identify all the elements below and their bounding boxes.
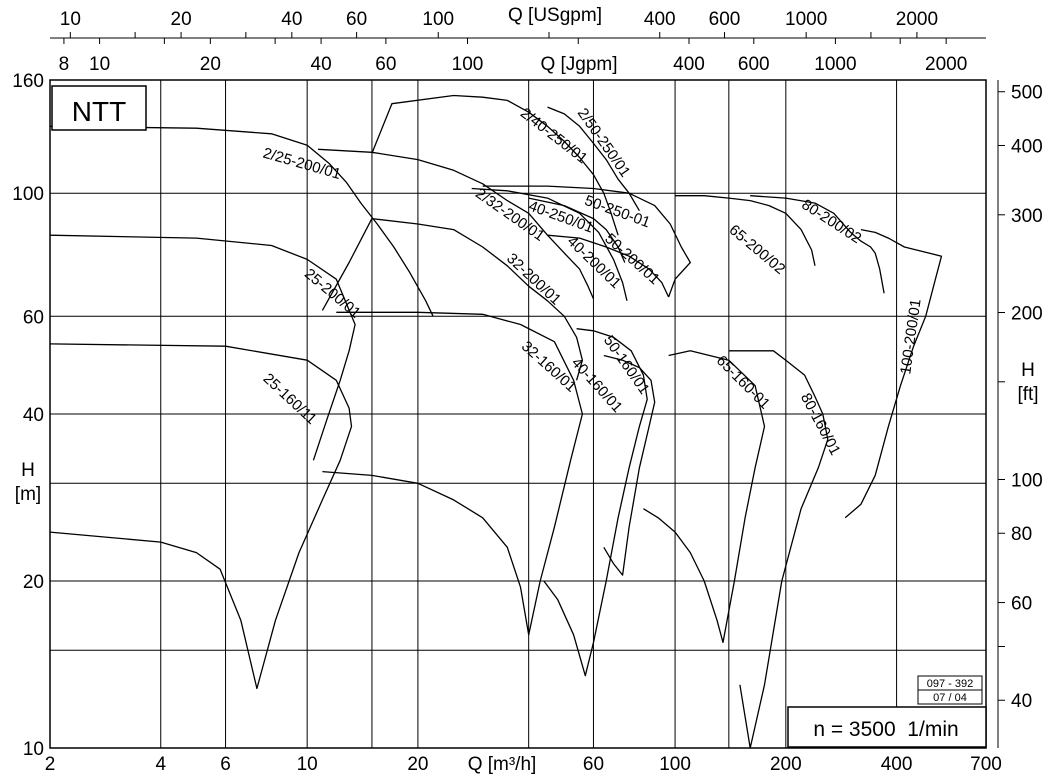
top-usgpm-tick-label: 60 (346, 9, 367, 30)
y-right-tick-label: 100 (1011, 470, 1043, 491)
top-usgpm-axis-label: Q [USgpm] (508, 5, 602, 26)
curve-label: 80-200/02 (798, 196, 864, 247)
pump-curve-50-200-01 (547, 234, 670, 298)
top-jgpm-tick-label: 8 (59, 54, 70, 75)
pump-curve-32-200-01 (321, 217, 584, 381)
pump-curve-100-200-01 (844, 228, 943, 519)
pump-curves-layer (49, 94, 943, 749)
curve-label: 100-200/01 (897, 298, 924, 376)
y-left-tick-label: 10 (23, 739, 44, 760)
y-right-tick-label: 200 (1011, 303, 1043, 324)
top-jgpm-tick-label: 40 (311, 54, 332, 75)
pump-curve-50-250-01 (482, 185, 691, 298)
x-tick-label: 4 (155, 754, 166, 775)
top-jgpm-axis-label: Q [Jgpm] (540, 54, 617, 75)
pump-curve-2-50-250-01 (547, 106, 640, 212)
y-left-axis-unit: [m] (15, 484, 41, 505)
y-right-axis-label: H (1021, 360, 1035, 381)
pump-curve-32-160-01 (322, 311, 584, 636)
curve-label: 25-200/01 (301, 265, 364, 321)
curve-label: 2/50-250/01 (574, 105, 634, 180)
top-jgpm-tick-label: 2000 (925, 54, 967, 75)
x-tick-label: 400 (881, 754, 913, 775)
pump-curve-65-200-02 (675, 195, 816, 266)
curve-label: 65-160-01 (713, 352, 773, 412)
y-left-tick-label: 160 (12, 71, 44, 92)
grid-layer (49, 79, 987, 749)
y-right-tick-label: 60 (1011, 594, 1032, 615)
top-usgpm-tick-label: 20 (171, 9, 192, 30)
top-jgpm-tick-label: 1000 (814, 54, 856, 75)
y-left-tick-label: 40 (23, 405, 44, 426)
top-jgpm-tick-label: 20 (200, 54, 221, 75)
y-right-axis-unit: [ft] (1017, 384, 1038, 405)
x-tick-label: 20 (407, 754, 428, 775)
curve-label: 80-160/01 (797, 390, 844, 458)
speed-box (787, 706, 987, 748)
curve-label: 25-160/11 (260, 370, 320, 428)
y-right-tick-label: 400 (1011, 136, 1043, 157)
top-jgpm-tick-label: 10 (89, 54, 110, 75)
pump-curve-65-160-01 (643, 350, 766, 644)
title-box (51, 85, 147, 131)
x-tick-label: 10 (297, 754, 318, 775)
top-usgpm-tick-label: 2000 (896, 9, 938, 30)
pump-curve-80-200-02 (750, 195, 885, 294)
top-usgpm-tick-label: 400 (644, 9, 676, 30)
top-usgpm-tick-label: 100 (422, 9, 454, 30)
y-left-tick-label: 60 (23, 307, 44, 328)
top-usgpm-tick-label: 10 (60, 9, 81, 30)
pump-curve-50-160-01 (603, 354, 656, 576)
x-tick-label: 60 (583, 754, 604, 775)
x-tick-label: 700 (970, 754, 1002, 775)
top-jgpm-tick-label: 100 (452, 54, 484, 75)
doc-code-number: 097 - 392 (927, 678, 973, 690)
chart-title: NTT (72, 96, 126, 127)
y-left-tick-label: 20 (23, 572, 44, 593)
y-right-tick-label: 500 (1011, 83, 1043, 104)
x-tick-label: 200 (770, 754, 802, 775)
curve-label: 65-200/02 (726, 221, 789, 277)
pump-curve-40-250-01 (528, 197, 626, 263)
top-jgpm-tick-label: 600 (738, 54, 770, 75)
pump-curve-2-32-200-01 (317, 148, 595, 300)
speed-annotation: n = 3500 1/min (813, 718, 958, 741)
pump-curve-2-25-200-01 (49, 125, 434, 317)
pump-curve-40-200-01 (471, 187, 628, 301)
x-tick-label: 2 (45, 754, 56, 775)
x-axis-label: Q [m³/h] (468, 754, 537, 775)
y-left-tick-label: 100 (12, 184, 44, 205)
top-usgpm-tick-label: 1000 (785, 9, 827, 30)
top-usgpm-tick-label: 40 (281, 9, 302, 30)
pump-curve-25-200-01 (49, 234, 356, 461)
pump-curve-80-160-01 (728, 350, 829, 749)
top-jgpm-tick-label: 60 (375, 54, 396, 75)
y-right-tick-label: 300 (1011, 206, 1043, 227)
pump-curve-2-40-250-01 (371, 94, 619, 236)
pump-curve-40-160-01 (543, 328, 648, 677)
doc-code-date: 07 / 04 (933, 692, 967, 704)
curve-labels-layer: 25-160/1125-200/012/25-200/0132-160/0132… (260, 105, 925, 458)
y-right-tick-label: 80 (1011, 524, 1032, 545)
x-tick-label: 100 (659, 754, 691, 775)
x-tick-label: 6 (220, 754, 231, 775)
y-right-tick-label: 40 (1011, 691, 1032, 712)
top-usgpm-tick-label: 600 (709, 9, 741, 30)
top-jgpm-tick-label: 400 (673, 54, 705, 75)
curve-label: 32-200/01 (503, 250, 564, 309)
pump-curve-25-160-11 (49, 343, 353, 690)
y-left-axis-label: H (21, 460, 35, 481)
